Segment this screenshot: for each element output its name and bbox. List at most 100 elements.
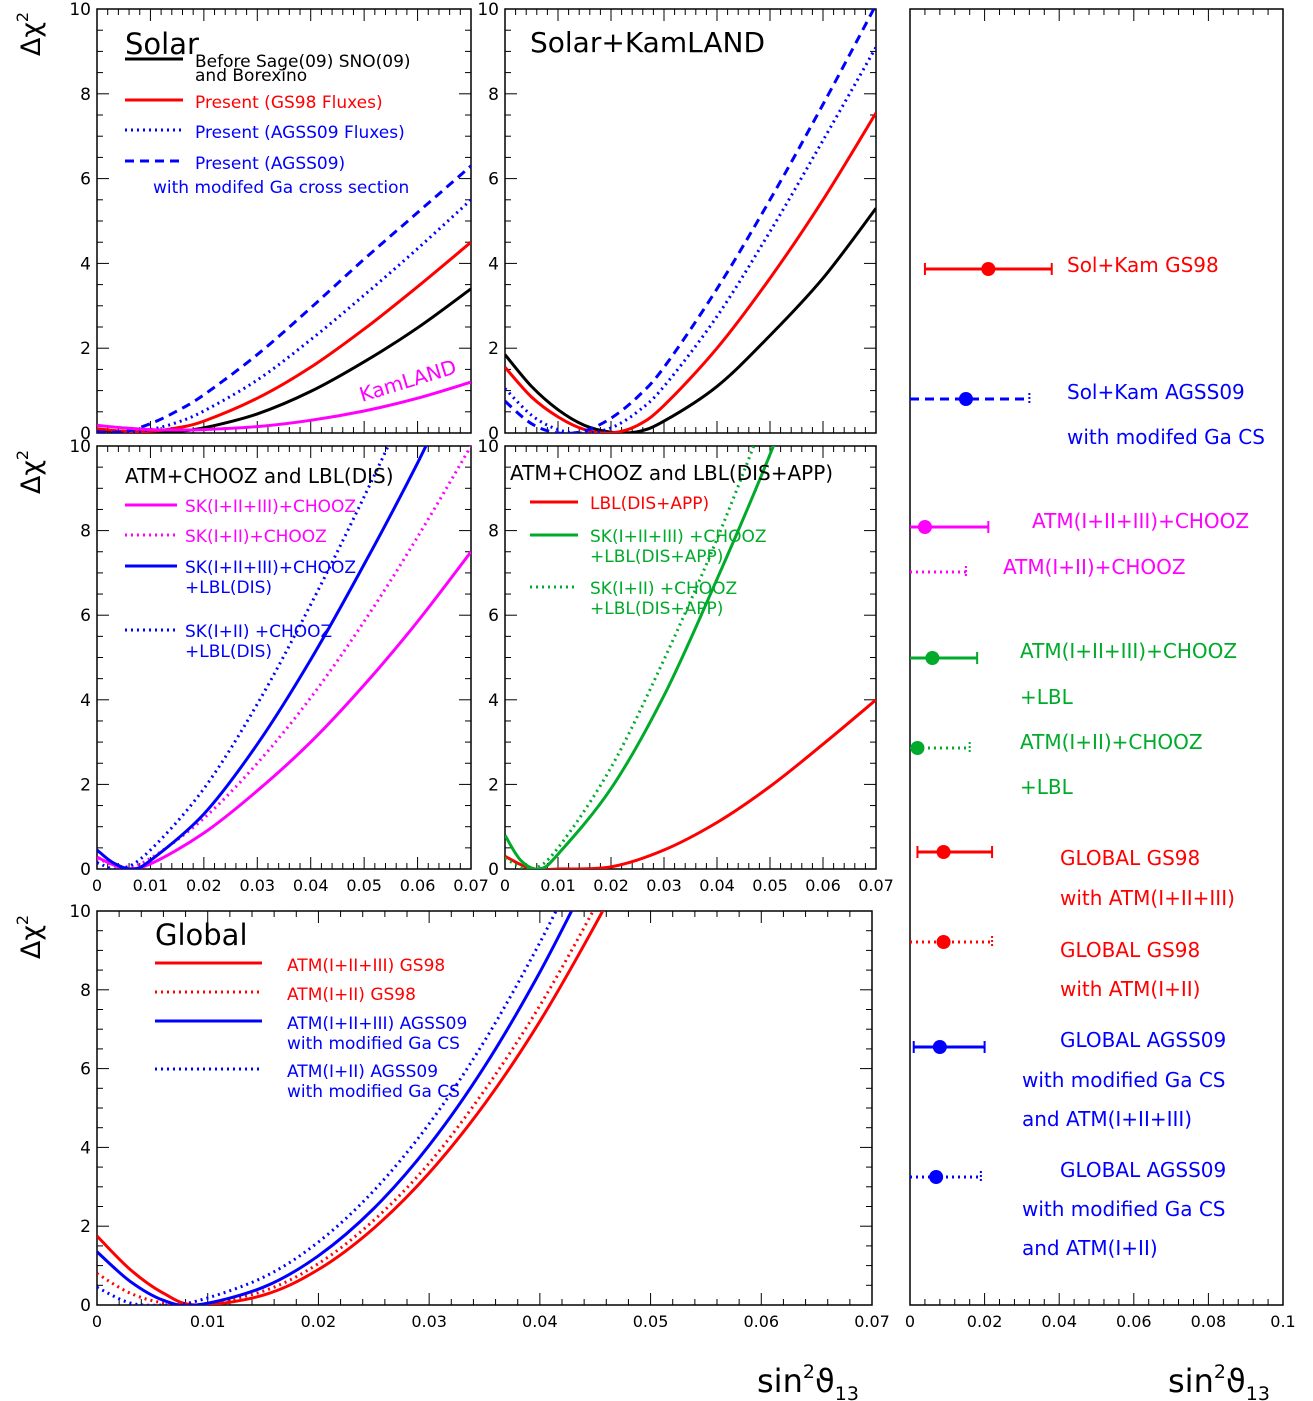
y-tick-label: 6 [80,1060,91,1080]
legend-text: Before Sage(09) SNO(09) [195,52,411,72]
legend-text: +LBL(DIS+APP) [590,599,723,619]
panel-frame [96,910,873,1306]
x-tick-label: 0.04 [699,876,735,895]
curve-red-solid [505,112,876,433]
best-fit-marker [936,935,951,949]
summary-label: ATM(I+II+III)+CHOOZ [1020,639,1237,663]
x-axis-label-theta: ϑ [815,1362,835,1400]
y-axis-label-main: Δχ [16,460,47,494]
x-tick-label: 0.02 [967,1312,1003,1331]
legend-text: SK(I+II) +CHOOZ [185,622,332,642]
x-tick-label: 0.04 [293,876,329,895]
x-tick-label: 0 [92,1312,102,1331]
curve-blue-dashed [97,164,471,433]
panel-solar: 0 2 4 6 8 10 Solar KamLAND Before Sage(09) SNO(0… [69,0,472,444]
panel-atm_app: 0 2 4 6 8 10 0 0.01 0.02 0.03 0.04 0.05 0.06 0.07 ATM+… [477,437,894,895]
legend-text: +LBL(DIS+APP) [590,547,723,567]
y-axis-label-main: Δχ [16,22,47,56]
summary-point: ATM(I+II)+CHOOZ [910,555,1186,579]
summary-label: ATM(I+II)+CHOOZ [1003,555,1186,579]
x-axis-label-sub: 13 [1246,1383,1270,1401]
x-axis-label-theta: ϑ [1226,1362,1246,1400]
y-tick-label: 2 [80,775,91,795]
y-tick-label: 4 [488,691,499,711]
summary-point: GLOBAL GS98 with ATM(I+II+III) [916,845,1235,910]
legend-text: Present (AGSS09 Fluxes) [195,123,405,143]
summary-label: GLOBAL GS98 [1060,846,1200,870]
best-fit-marker [917,520,932,534]
x-tick-label: 0.01 [133,876,169,895]
legend-text: ATM(I+II+III) GS98 [287,956,445,976]
x-tick-label: 0.01 [540,876,576,895]
x-tick-label: 0.05 [752,876,788,895]
summary-label: with ATM(I+II) [1060,977,1200,1001]
legend-text: with modified Ga CS [287,1082,460,1102]
y-tick-label: 4 [80,254,91,274]
x-tick-label: 0.03 [646,876,682,895]
y-tick-label: 0 [488,860,499,880]
panel-global: 0 2 4 6 8 10 0 0.01 0.02 0.03 0.04 0.05 0.06 0.07 Glob… [69,902,890,1331]
y-tick-label: 2 [488,339,499,359]
legend-text: LBL(DIS+APP) [590,494,709,514]
x-tick-label: 0 [905,1312,915,1331]
curve-blue-solid [97,911,574,1305]
panel-title: Solar+KamLAND [530,26,765,59]
y-axis-label: Δχ2 [13,915,47,959]
x-tick-label: 0.07 [854,1312,890,1331]
y-axis-label-sup: 2 [13,450,32,460]
summary-label: and ATM(I+II+III) [1022,1107,1192,1131]
best-fit-marker [981,262,996,276]
legend-text: SK(I+II)+CHOOZ [185,527,327,547]
curve-red-solid [505,698,876,869]
x-tick-label: 0.04 [1041,1312,1077,1331]
summary-label: GLOBAL AGSS09 [1060,1158,1226,1182]
kamland-label: KamLAND [356,355,459,407]
best-fit-marker [958,392,973,406]
legend-text: SK(I+II+III) +CHOOZ [590,527,766,547]
x-tick-label: 0.07 [858,876,894,895]
x-axis-label: sin2ϑ13 [1168,1361,1270,1401]
y-axis-label-main: Δχ [16,925,47,959]
legend-text: SK(I+II+III)+CHOOZ [185,558,356,578]
y-tick-label: 10 [477,0,499,20]
y-tick-label: 2 [488,775,499,795]
curves [505,9,876,433]
y-axis-label: Δχ2 [13,450,47,494]
y-tick-label: 6 [488,170,499,190]
y-tick-label: 0 [80,1296,91,1316]
y-tick-label: 2 [80,339,91,359]
y-tick-label: 4 [80,1138,91,1158]
curve-magenta-solid [97,380,471,432]
x-tick-label: 0.05 [346,876,382,895]
summary-label: GLOBAL GS98 [1060,938,1200,962]
y-tick-label: 8 [80,522,91,542]
y-tick-label: 4 [80,691,91,711]
summary-label: with ATM(I+II+III) [1060,886,1235,910]
x-tick-label: 0 [500,876,510,895]
summary-label: ATM(I+II)+CHOOZ [1020,730,1203,754]
x-axis-label-sup: 2 [1214,1361,1226,1383]
legend-text: Present (AGSS09) [195,154,345,174]
legend-text: +LBL(DIS) [185,578,272,598]
y-axis-label-sup: 2 [13,915,32,925]
curve-blue-dotted [97,446,390,869]
y-tick-label: 0 [80,424,91,444]
x-tick-label: 0.06 [743,1312,779,1331]
legend-text: ATM(I+II) AGSS09 [287,1062,438,1082]
y-tick-label: 6 [80,170,91,190]
legend-text: ATM(I+II) GS98 [287,985,416,1005]
x-tick-label: 0.06 [805,876,841,895]
summary-label: GLOBAL AGSS09 [1060,1028,1226,1052]
x-tick-label: 0.05 [633,1312,669,1331]
best-fit-marker [932,1040,947,1054]
legend-text: +LBL(DIS) [185,642,272,662]
x-tick-label: 0.08 [1191,1312,1227,1331]
y-tick-label: 6 [488,606,499,626]
y-tick-label: 10 [477,437,499,457]
legend-text: SK(I+II) +CHOOZ [590,579,737,599]
y-axis-label: Δχ2 [13,12,47,56]
legend-text: SK(I+II+III)+CHOOZ [185,497,356,517]
x-tick-label: 0.02 [593,876,629,895]
y-tick-label: 10 [69,437,91,457]
